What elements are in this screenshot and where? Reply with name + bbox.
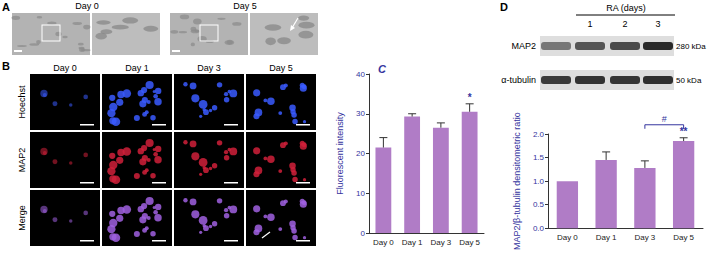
svg-text:40: 40 [356,70,365,79]
svg-text:1.0: 1.0 [533,177,545,186]
svg-text:Fluorescent intensity: Fluorescent intensity [335,112,345,195]
svg-text:Day 0: Day 0 [557,233,578,242]
svg-text:Day 5: Day 5 [233,1,257,11]
svg-text:Day 5: Day 5 [459,238,480,247]
svg-text:D: D [500,1,508,13]
svg-text:Day 0: Day 0 [75,1,99,11]
svg-text:A: A [2,1,10,13]
svg-text:MAP2: MAP2 [511,41,536,51]
svg-text:Day 0: Day 0 [373,238,394,247]
svg-text:Day 1: Day 1 [596,233,617,242]
svg-text:α-tubulin: α-tubulin [501,75,536,85]
svg-text:Day 3: Day 3 [634,233,655,242]
svg-text:0.0: 0.0 [533,224,545,233]
svg-text:#: # [662,114,667,124]
svg-text:MAP2/β-tubulin densitometric r: MAP2/β-tubulin densitometric ratio [512,112,522,250]
svg-text:Day 1: Day 1 [125,63,149,73]
svg-text:Day 3: Day 3 [197,63,221,73]
svg-text:50 kDa: 50 kDa [676,76,702,85]
svg-text:*: * [468,92,472,103]
svg-text:Day 5: Day 5 [673,233,694,242]
svg-text:20: 20 [356,149,365,158]
svg-text:Day 3: Day 3 [430,238,451,247]
svg-text:Merge: Merge [17,205,27,231]
svg-text:1: 1 [587,19,592,29]
svg-text:Day 5: Day 5 [269,63,293,73]
svg-text:10: 10 [356,189,365,198]
svg-text:0: 0 [361,229,366,238]
svg-text:C: C [378,63,387,75]
svg-text:2.0: 2.0 [533,130,545,139]
svg-text:280 kDa: 280 kDa [676,42,706,51]
svg-text:Hoechst: Hoechst [17,85,27,119]
svg-text:2: 2 [622,19,627,29]
svg-text:Day 1: Day 1 [402,238,423,247]
svg-text:3: 3 [655,19,660,29]
svg-text:30: 30 [356,109,365,118]
svg-text:B: B [2,60,10,72]
svg-text:Day 0: Day 0 [53,63,77,73]
svg-text:MAP2: MAP2 [17,148,27,173]
svg-text:RA (days): RA (days) [606,3,646,13]
svg-text:1.5: 1.5 [533,153,545,162]
svg-text:0.5: 0.5 [533,200,545,209]
